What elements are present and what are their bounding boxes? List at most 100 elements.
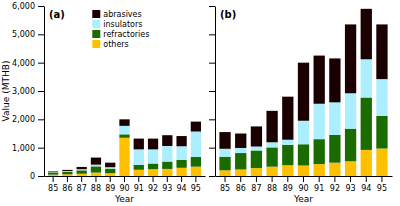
bar	[329, 135, 340, 163]
bar	[62, 172, 72, 175]
tick: 85	[220, 176, 230, 193]
tick: 89	[283, 176, 293, 193]
bar	[251, 151, 262, 169]
tick: 92	[148, 176, 158, 193]
tick: 1,000	[12, 144, 44, 153]
legend-swatch	[92, 10, 100, 18]
bar	[329, 102, 340, 135]
tick: 93	[345, 176, 355, 193]
legend-item: abrasives	[92, 10, 141, 19]
y-axis	[209, 7, 216, 177]
tick-mark	[110, 176, 111, 182]
tick-label: 93	[345, 184, 355, 193]
bar-series	[219, 9, 387, 149]
bar	[314, 56, 325, 104]
bar	[105, 169, 115, 174]
tick: 92	[330, 176, 340, 193]
tick-mark	[38, 91, 44, 92]
bar	[77, 174, 87, 176]
tick: 86	[62, 176, 72, 193]
bar	[191, 157, 201, 167]
tick: 6,000	[12, 2, 44, 11]
tick-label: 90	[119, 184, 129, 193]
tick-label: 5,000	[12, 30, 35, 39]
tick-mark	[124, 176, 125, 182]
tick-label: 0	[30, 172, 35, 181]
bar	[162, 162, 172, 169]
bar	[298, 63, 309, 121]
bar	[251, 126, 262, 146]
tick-label: 86	[62, 184, 72, 193]
bar	[345, 24, 356, 93]
bar	[235, 134, 246, 148]
tick-mark	[38, 176, 44, 177]
tick-label: 89	[283, 184, 293, 193]
bar	[282, 145, 293, 165]
tick: 94	[361, 176, 371, 193]
bar	[134, 170, 144, 176]
tick-mark	[81, 176, 82, 182]
tick-label: 86	[236, 184, 246, 193]
bar	[266, 142, 277, 147]
tick-mark	[287, 176, 288, 182]
tick-label: 3,000	[12, 87, 35, 96]
bar	[219, 132, 230, 149]
bar	[376, 116, 387, 149]
bar	[329, 163, 340, 176]
bar	[298, 144, 309, 165]
bar	[77, 169, 87, 170]
bar	[191, 132, 201, 158]
tick-mark	[209, 63, 215, 64]
tick-label: 92	[330, 184, 340, 193]
x-axis: 8586878889909192939495	[216, 176, 393, 193]
bar	[251, 168, 262, 176]
x-axis: 8586878889909192939495	[45, 176, 206, 193]
bar	[162, 146, 172, 162]
bar	[91, 173, 101, 176]
y-axis-title: Value (MTHB)	[1, 61, 11, 122]
tick: 88	[91, 176, 101, 193]
legend-item: others	[92, 40, 128, 49]
bar	[314, 104, 325, 139]
tick: 94	[176, 176, 186, 193]
tick-label: 85	[48, 184, 58, 193]
tick-label: 4,000	[12, 59, 35, 68]
bar-series	[219, 59, 387, 156]
tick	[209, 63, 215, 64]
bar	[48, 173, 58, 175]
tick-label: 93	[162, 184, 172, 193]
bar	[148, 139, 158, 150]
bar	[282, 140, 293, 145]
tick	[209, 119, 215, 120]
bar	[191, 167, 201, 176]
bar	[251, 147, 262, 151]
bar	[266, 147, 277, 166]
bar	[148, 149, 158, 163]
tick-label: 1,000	[12, 144, 35, 153]
x-axis-title: Year	[114, 194, 134, 204]
tick-mark	[256, 176, 257, 182]
tick-mark	[38, 148, 44, 149]
tick-mark	[181, 176, 182, 182]
bar	[361, 59, 372, 97]
tick-mark	[209, 91, 215, 92]
bars	[48, 119, 201, 176]
bar	[176, 160, 186, 168]
tick: 2,000	[12, 115, 44, 124]
tick-mark	[225, 176, 226, 182]
bar	[105, 163, 115, 168]
bar	[361, 98, 372, 150]
tick-label: 87	[77, 184, 87, 193]
bar	[176, 168, 186, 176]
tick-mark	[209, 34, 215, 35]
bar	[361, 150, 372, 176]
tick: 91	[134, 176, 144, 193]
tick-mark	[381, 176, 382, 182]
bar	[91, 166, 101, 172]
bar	[91, 165, 101, 167]
tick-mark	[38, 119, 44, 120]
tick: 93	[162, 176, 172, 193]
bar	[376, 149, 387, 176]
bar	[345, 93, 356, 128]
tick-label: 92	[148, 184, 158, 193]
